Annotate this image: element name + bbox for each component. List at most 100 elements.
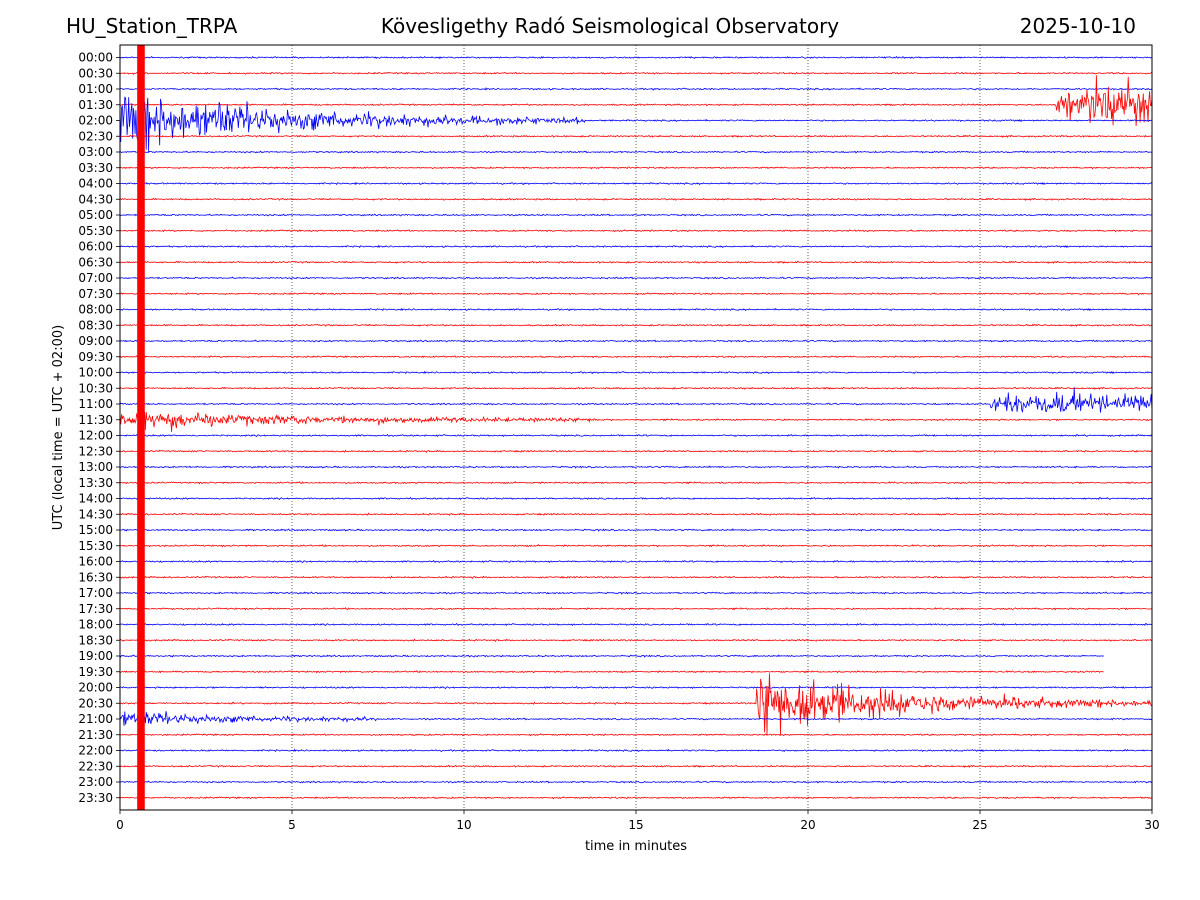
y-tick-label: 23:00 (78, 775, 113, 789)
trace-23:30 (119, 796, 1153, 800)
y-tick-label: 08:00 (78, 303, 113, 317)
glitch-bar (137, 45, 145, 810)
y-tick-label: 14:00 (78, 492, 113, 506)
trace-00:00 (119, 55, 1153, 60)
trace-14:30 (119, 512, 1153, 516)
y-tick-label: 12:00 (78, 429, 113, 443)
y-tick-label: 16:00 (78, 555, 113, 569)
trace-12:30 (119, 449, 1153, 453)
x-tick-label: 30 (1144, 818, 1159, 832)
trace-15:30 (119, 543, 1153, 548)
y-tick-label: 08:30 (78, 318, 113, 332)
station-name: HU_Station_TRPA (66, 14, 238, 38)
y-tick-label: 04:00 (78, 177, 113, 191)
trace-23:00 (119, 780, 1153, 784)
y-tick-label: 18:30 (78, 633, 113, 647)
trace-02:30 (119, 134, 1153, 138)
y-tick-label: 13:30 (78, 476, 113, 490)
y-tick-label: 15:00 (78, 523, 113, 537)
trace-07:30 (119, 292, 1153, 296)
trace-07:00 (120, 276, 1153, 280)
trace-13:30 (119, 480, 1153, 485)
x-tick-label: 15 (628, 818, 643, 832)
y-tick-label: 09:30 (78, 350, 113, 364)
trace-13:00 (119, 465, 1153, 469)
trace-05:30 (119, 229, 1153, 233)
trace-20:00 (119, 685, 1153, 690)
trace-01:30 (119, 75, 1153, 127)
grid-layer (291, 45, 981, 810)
y-tick-label: 04:30 (78, 192, 113, 206)
x-tick-label: 0 (116, 818, 124, 832)
trace-12:00 (119, 433, 1153, 438)
y-tick-label: 16:30 (78, 570, 113, 584)
trace-10:00 (120, 370, 1153, 375)
x-tick-label: 20 (800, 818, 815, 832)
y-tick-label: 14:30 (78, 507, 113, 521)
trace-03:30 (119, 166, 1153, 170)
y-tick-label: 23:30 (78, 791, 113, 805)
trace-11:00 (119, 387, 1153, 413)
trace-03:00 (119, 150, 1153, 154)
trace-17:00 (119, 591, 1153, 595)
y-tick-label: 02:00 (78, 114, 113, 128)
y-tick-label: 00:30 (78, 66, 113, 80)
x-axis-label: time in minutes (585, 839, 687, 854)
trace-20:30 (119, 673, 1153, 736)
trace-21:00 (119, 709, 1153, 726)
trace-04:30 (119, 197, 1153, 201)
y-tick-label: 05:30 (78, 224, 113, 238)
y-tick-label: 19:30 (78, 665, 113, 679)
y-tick-label: 06:30 (78, 255, 113, 269)
y-tick-label: 03:00 (78, 145, 113, 159)
y-tick-label: 12:30 (78, 444, 113, 458)
y-tick-label: 06:00 (78, 240, 113, 254)
y-tick-label: 03:30 (78, 161, 113, 175)
y-tick-label: 09:00 (78, 334, 113, 348)
trace-08:00 (119, 307, 1153, 312)
trace-22:30 (119, 764, 1153, 768)
y-tick-label: 17:00 (78, 586, 113, 600)
y-tick-label: 00:00 (78, 51, 113, 65)
y-tick-label: 11:00 (78, 397, 113, 411)
y-tick-label: 21:00 (78, 712, 113, 726)
trace-16:00 (119, 559, 1153, 564)
trace-21:30 (119, 733, 1153, 737)
trace-00:30 (119, 71, 1153, 75)
trace-19:30 (119, 669, 1104, 674)
y-tick-label: 22:00 (78, 744, 113, 758)
trace-11:30 (119, 411, 1153, 433)
trace-02:00 (119, 95, 1153, 152)
trace-06:30 (119, 260, 1153, 264)
y-tick-label: 07:30 (78, 287, 113, 301)
trace-06:00 (119, 244, 1153, 249)
x-tick-label: 5 (288, 818, 296, 832)
trace-01:00 (119, 87, 1153, 91)
y-tick-label: 19:00 (78, 649, 113, 663)
y-tick-label: 07:00 (78, 271, 113, 285)
chart-title: Kövesligethy Radó Seismological Observat… (380, 14, 840, 38)
trace-layer (119, 45, 1153, 810)
trace-18:30 (119, 638, 1153, 642)
y-tick-label: 11:30 (78, 413, 113, 427)
y-tick-label: 20:30 (78, 696, 113, 710)
trace-17:30 (119, 606, 1153, 611)
y-tick-label: 20:00 (78, 681, 113, 695)
y-tick-label: 01:30 (78, 98, 113, 112)
y-tick-label: 10:00 (78, 366, 113, 380)
chart-date: 2025-10-10 (1019, 14, 1136, 38)
trace-04:00 (120, 181, 1153, 186)
trace-09:30 (119, 355, 1153, 359)
trace-09:00 (119, 339, 1153, 343)
trace-14:00 (119, 496, 1153, 501)
y-tick-label: 15:30 (78, 539, 113, 553)
y-tick-label: 18:00 (78, 618, 113, 632)
y-axis-label: UTC (local time = UTC + 02:00) (51, 325, 66, 530)
trace-05:00 (119, 213, 1153, 217)
y-tick-label: 01:00 (78, 82, 113, 96)
trace-19:00 (119, 654, 1104, 658)
x-tick-label: 10 (456, 818, 471, 832)
y-tick-label: 21:30 (78, 728, 113, 742)
